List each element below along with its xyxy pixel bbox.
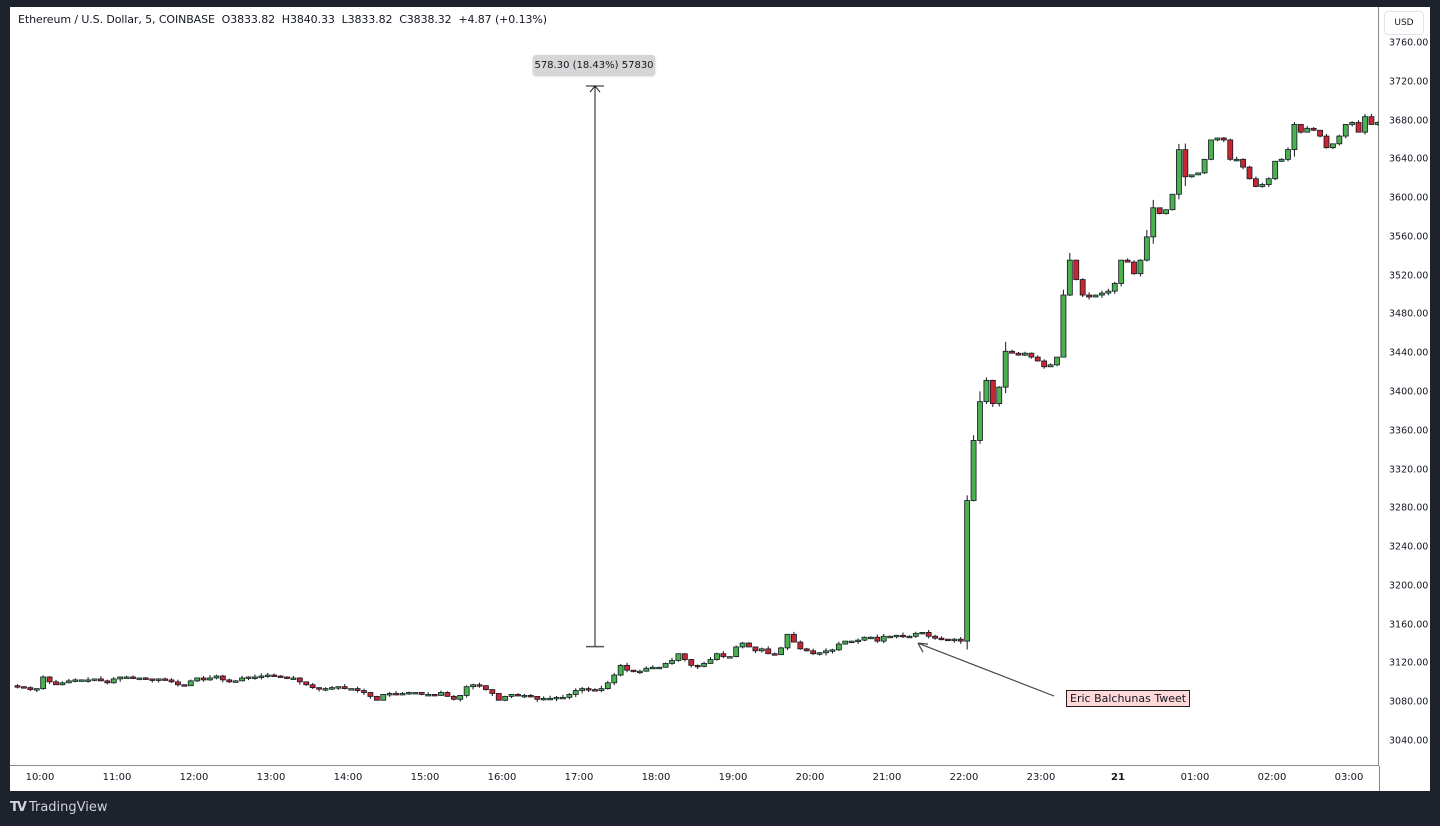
price-label: 3440.00 <box>1389 347 1429 359</box>
ohlc-high: H3840.33 <box>281 13 335 26</box>
price-label: 3160.00 <box>1389 619 1429 631</box>
price-label: 3080.00 <box>1389 696 1429 708</box>
tradingview-brand[interactable]: TV TradingView <box>10 800 107 815</box>
price-label: 3640.00 <box>1389 153 1429 165</box>
price-label: 3680.00 <box>1389 115 1429 127</box>
time-label: 22:00 <box>949 772 979 783</box>
time-label: 02:00 <box>1257 772 1287 783</box>
currency-button[interactable]: USD <box>1384 11 1424 35</box>
ohlc-close: C3838.32 <box>399 13 452 26</box>
time-label: 17:00 <box>564 772 594 783</box>
time-label: 13:00 <box>256 772 286 783</box>
time-label: 18:00 <box>641 772 671 783</box>
tradingview-logo-icon: TV <box>10 800 27 815</box>
time-label: 20:00 <box>795 772 825 783</box>
candlestick-series <box>14 85 1379 702</box>
price-label: 3600.00 <box>1389 192 1429 204</box>
chart-pane[interactable]: Ethereum / U.S. Dollar, 5, COINBASE O383… <box>10 7 1379 766</box>
time-label: 21 <box>1111 772 1125 783</box>
time-label: 12:00 <box>179 772 209 783</box>
time-label: 01:00 <box>1180 772 1210 783</box>
time-label: 23:00 <box>1026 772 1056 783</box>
price-label: 3120.00 <box>1389 657 1429 669</box>
price-label: 3720.00 <box>1389 76 1429 88</box>
time-label: 21:00 <box>872 772 902 783</box>
price-axis[interactable]: USD 3760.00 3720.00 3680.00 3640.00 3600.00 3… <box>1379 7 1430 766</box>
time-label: 03:00 <box>1334 772 1364 783</box>
axis-corner <box>1379 766 1430 791</box>
measure-tooltip: 578.30 (18.43%) 57830 <box>533 55 655 75</box>
price-label: 3360.00 <box>1389 425 1429 437</box>
time-axis[interactable]: 10:00 11:00 12:00 13:00 14:00 15:00 16:00 17:00… <box>10 766 1379 791</box>
price-label: 3200.00 <box>1389 580 1429 592</box>
price-label: 3560.00 <box>1389 231 1429 243</box>
time-label: 10:00 <box>25 772 55 783</box>
price-label: 3280.00 <box>1389 502 1429 514</box>
price-label: 3040.00 <box>1389 735 1429 747</box>
price-label: 3240.00 <box>1389 541 1429 553</box>
symbol-name[interactable]: Ethereum / U.S. Dollar, 5, COINBASE <box>18 13 215 26</box>
brand-name: TradingView <box>28 800 108 815</box>
price-label: 3480.00 <box>1389 308 1429 320</box>
chart-frame: Ethereum / U.S. Dollar, 5, COINBASE O383… <box>10 7 1430 791</box>
time-label: 19:00 <box>718 772 748 783</box>
price-label: 3400.00 <box>1389 386 1429 398</box>
time-label: 14:00 <box>333 772 363 783</box>
time-label: 11:00 <box>102 772 132 783</box>
price-label: 3760.00 <box>1389 37 1429 49</box>
ohlc-open: O3833.82 <box>221 13 275 26</box>
time-label: 15:00 <box>410 772 440 783</box>
price-label: 3320.00 <box>1389 464 1429 476</box>
tweet-callout-label[interactable]: Eric Balchunas Tweet <box>1066 690 1191 707</box>
ohlc-change: +4.87 (+0.13%) <box>458 13 547 26</box>
ohlc-low: L3833.82 <box>341 13 393 26</box>
price-label: 3520.00 <box>1389 270 1429 282</box>
symbol-legend: Ethereum / U.S. Dollar, 5, COINBASE O383… <box>18 13 547 26</box>
time-label: 16:00 <box>487 772 517 783</box>
